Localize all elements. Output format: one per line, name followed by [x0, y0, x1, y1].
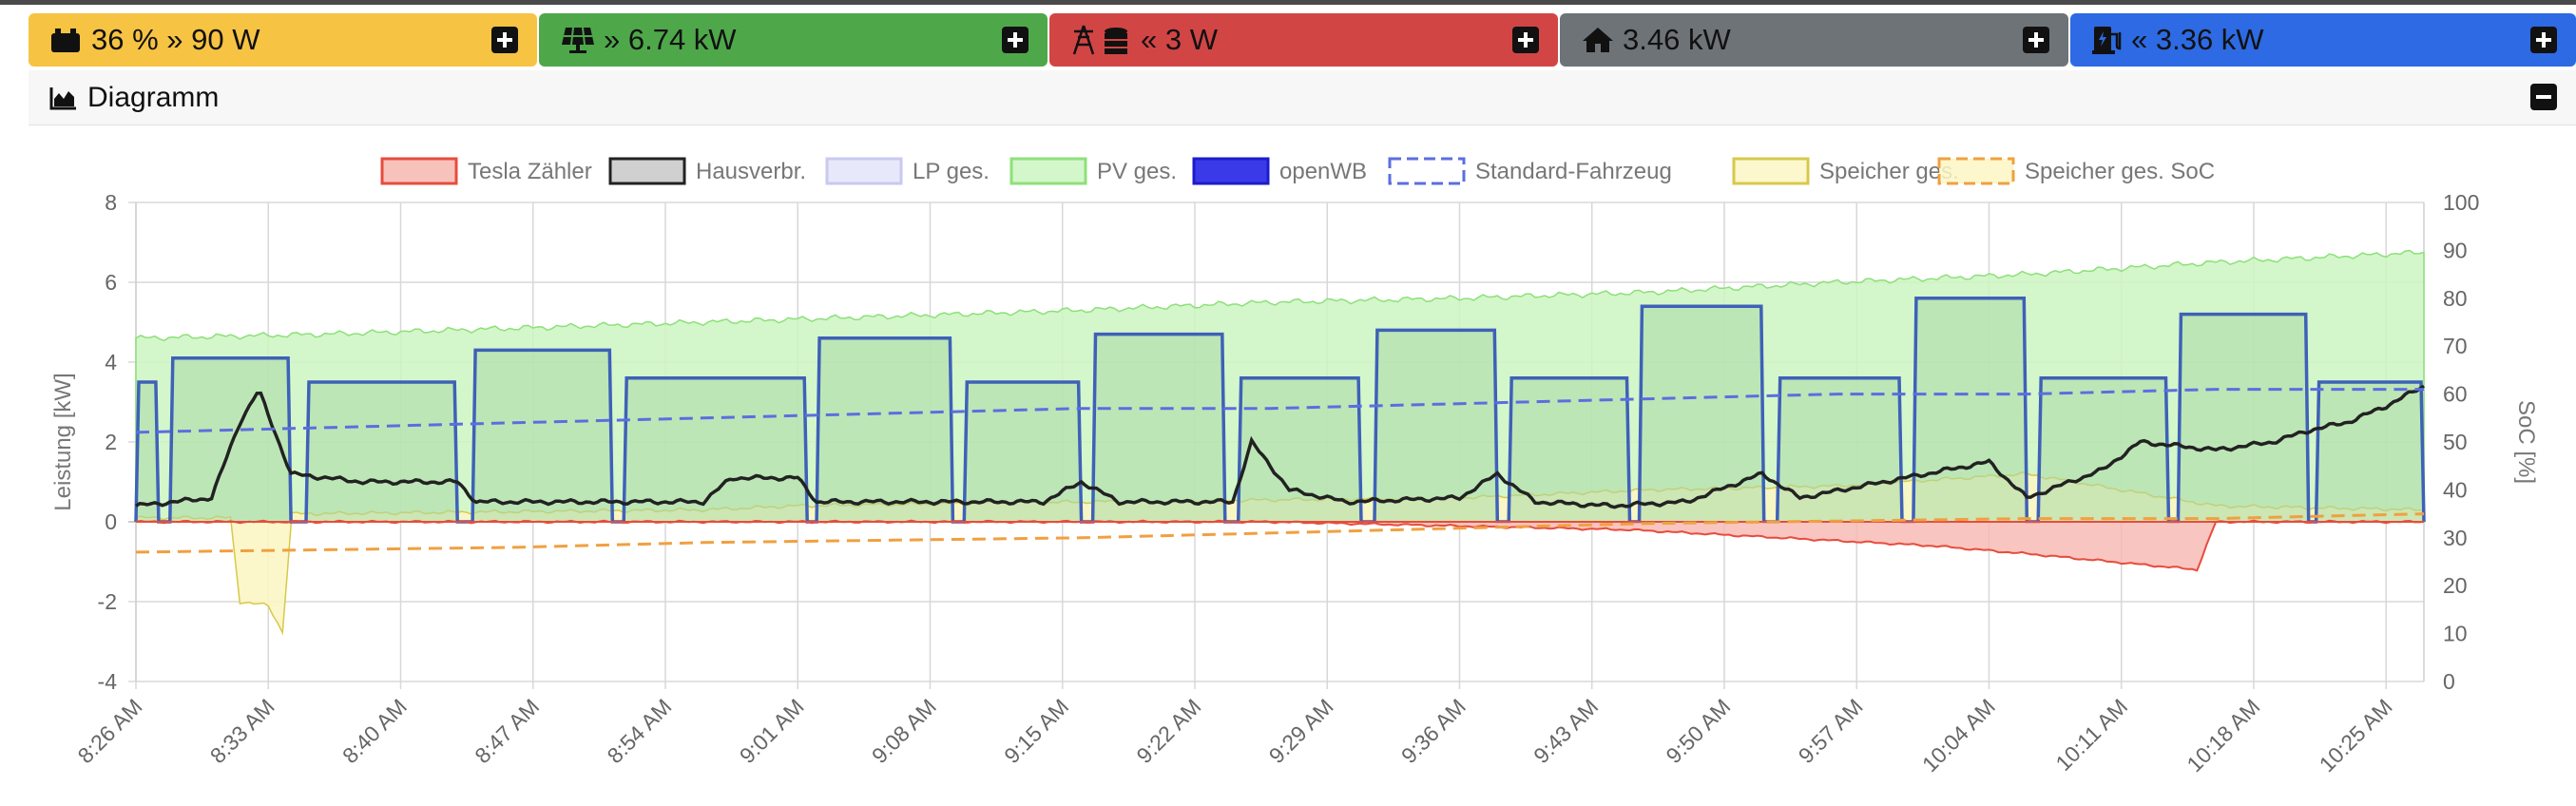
y2-tick-label: 70: [2443, 334, 2468, 358]
y2-tick-label: 20: [2443, 573, 2468, 598]
legend-item: Speicher ges.: [1732, 157, 1959, 185]
y2-tick-label: 40: [2443, 477, 2468, 502]
x-tick-label: 9:01 AM: [735, 694, 809, 768]
y-tick-label: -4: [98, 669, 118, 694]
x-tick-label: 9:57 AM: [1794, 694, 1868, 768]
solar-panel-icon: [560, 26, 596, 54]
chart-card-title: Diagramm: [87, 81, 220, 113]
legend-swatch: [380, 157, 458, 185]
legend-item: Tesla Zähler: [380, 157, 592, 185]
expand-grid-button[interactable]: [1512, 27, 1539, 53]
y2-tick-label: 100: [2443, 190, 2479, 215]
battery-car-icon: [49, 26, 84, 54]
legend-item: openWB: [1192, 157, 1367, 185]
expand-battery-button[interactable]: [491, 27, 518, 53]
legend-label: Standard-Fahrzeug: [1475, 159, 1672, 184]
legend-swatch: [825, 157, 903, 185]
y2-tick-label: 50: [2443, 430, 2468, 454]
speicher-soc-line: [135, 512, 2425, 554]
legend-label: Tesla Zähler: [468, 159, 592, 184]
y2-tick-label: 10: [2443, 622, 2468, 646]
legend-item: Speicher ges. SoC: [1937, 157, 2215, 185]
y2-tick-label: 90: [2443, 238, 2468, 262]
legend-item: LP ges.: [825, 157, 990, 185]
x-tick-label: 8:26 AM: [72, 694, 146, 768]
expand-house-button[interactable]: [2023, 27, 2049, 53]
legend-swatch: [1009, 157, 1087, 185]
expand-pv-button[interactable]: [1002, 27, 1028, 53]
legend-item: Standard-Fahrzeug: [1388, 157, 1672, 185]
x-tick-label: 9:08 AM: [867, 694, 941, 768]
legend-swatch: [1388, 157, 1466, 185]
legend-item: PV ges.: [1009, 157, 1177, 185]
ev-charger-icon: [2091, 25, 2124, 55]
house-tile-value: 3.46 kW: [1623, 23, 1731, 56]
legend-label: Hausverbr.: [696, 159, 806, 184]
power-tower-coins-icon: [1070, 24, 1133, 56]
y-tick-label: 4: [105, 350, 117, 374]
y-tick-label: 2: [105, 430, 117, 454]
legend-label: openWB: [1279, 159, 1367, 184]
chart-area-icon: [49, 86, 78, 110]
legend-swatch: [1732, 157, 1810, 185]
grid-tile[interactable]: « 3 W: [1049, 13, 1558, 67]
house-tile[interactable]: 3.46 kW: [1560, 13, 2068, 67]
openwb-area: [136, 297, 2424, 522]
legend-label: Speicher ges.: [1819, 159, 1959, 184]
legend-swatch: [1192, 157, 1270, 185]
legend-swatch: [1937, 157, 2015, 185]
chart-card-header: Diagramm: [29, 70, 2576, 125]
y2-tick-label: 30: [2443, 526, 2468, 550]
y-tick-label: -2: [98, 589, 117, 614]
x-tick-label: 10:25 AM: [2315, 694, 2397, 777]
tesla-zaehler-area: [135, 519, 2425, 572]
x-tick-label: 9:43 AM: [1528, 694, 1603, 768]
x-tick-label: 9:36 AM: [1396, 694, 1471, 768]
house-icon: [1581, 26, 1615, 54]
hausverbr-line: [135, 384, 2425, 509]
status-tiles: 36 % » 90 W » 6.74 kW « 3 W 3.46 kW « 3.…: [29, 13, 2576, 67]
legend-label: LP ges.: [913, 159, 990, 184]
expand-ev-button[interactable]: [2530, 27, 2557, 53]
y-tick-label: 0: [105, 509, 117, 534]
top-border: [0, 0, 2576, 5]
legend-label: Speicher ges. SoC: [2025, 159, 2215, 184]
x-tick-label: 8:40 AM: [337, 694, 412, 768]
y2-tick-label: 0: [2443, 669, 2455, 694]
collapse-chart-button[interactable]: [2530, 84, 2557, 110]
legend-swatch: [608, 157, 686, 185]
x-tick-label: 10:04 AM: [1917, 694, 2000, 777]
x-tick-label: 9:15 AM: [999, 694, 1073, 768]
grid-tile-value: « 3 W: [1141, 23, 1218, 56]
ev-tile[interactable]: « 3.36 kW: [2070, 13, 2576, 67]
x-tick-label: 10:18 AM: [2182, 694, 2264, 777]
battery-tile[interactable]: 36 % » 90 W: [29, 13, 537, 67]
legend-label: PV ges.: [1097, 159, 1177, 184]
y-axis-label: Leistung [kW]: [50, 373, 76, 510]
ev-tile-value: « 3.36 kW: [2131, 23, 2264, 56]
x-tick-label: 9:29 AM: [1264, 694, 1338, 768]
y-tick-label: 6: [105, 270, 117, 295]
x-tick-label: 9:50 AM: [1661, 694, 1735, 768]
standard-fahrzeug-soc-line: [135, 388, 2424, 434]
x-tick-label: 8:47 AM: [470, 694, 544, 768]
y2-tick-label: 60: [2443, 382, 2468, 407]
y2-tick-label: 80: [2443, 286, 2468, 311]
x-tick-label: 8:33 AM: [205, 694, 279, 768]
y2-axis-label: SoC [%]: [2513, 400, 2539, 484]
chart-container: -4 -2 0 2 4 6 8 0 10 20 30 40 50 60 70 80 90 100 8:26 AM 8:…: [29, 126, 2576, 806]
y-tick-label: 8: [105, 190, 117, 215]
x-tick-label: 8:54 AM: [602, 694, 676, 768]
pv-tile[interactable]: » 6.74 kW: [539, 13, 1048, 67]
battery-tile-value: 36 % » 90 W: [91, 23, 260, 56]
legend-item: Hausverbr.: [608, 157, 806, 185]
pv-tile-value: » 6.74 kW: [604, 23, 737, 56]
x-tick-label: 9:22 AM: [1131, 694, 1205, 768]
x-tick-label: 10:11 AM: [2050, 694, 2132, 776]
